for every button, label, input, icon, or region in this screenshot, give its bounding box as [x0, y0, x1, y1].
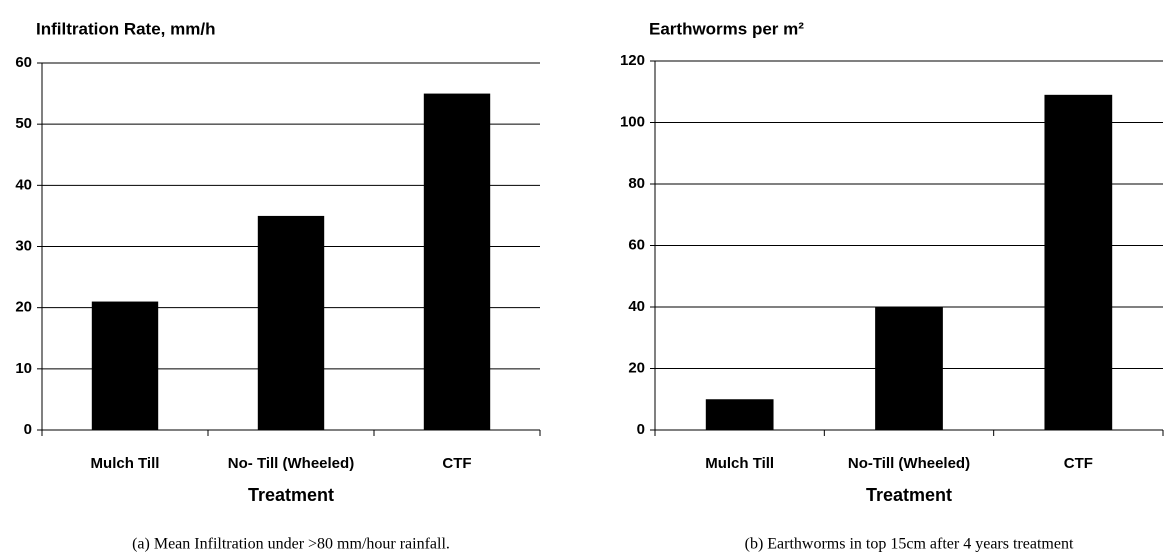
y-tick-label: 20 [628, 359, 645, 376]
y-tick-label: 60 [15, 54, 32, 71]
x-tick-label: CTF [442, 455, 471, 472]
chart-title: Infiltration Rate, mm/h [36, 19, 215, 38]
y-tick-label: 20 [15, 299, 32, 316]
y-tick-label: 60 [628, 236, 645, 253]
bar [257, 215, 325, 430]
bar [875, 307, 943, 430]
x-tick-label: Mulch Till [91, 455, 160, 472]
x-axis-label: Treatment [866, 485, 952, 505]
bar [423, 93, 491, 430]
x-tick-label: Mulch Till [705, 455, 774, 472]
y-tick-label: 50 [15, 115, 32, 132]
x-axis-label: Treatment [248, 485, 334, 505]
x-tick-label: CTF [1064, 455, 1093, 472]
bar [705, 399, 774, 430]
chart-title: Earthworms per m² [649, 19, 804, 38]
y-tick-label: 80 [628, 175, 645, 192]
y-tick-label: 10 [15, 360, 32, 377]
y-tick-label: 0 [637, 421, 645, 438]
x-tick-label: No- Till (Wheeled) [228, 455, 354, 472]
x-tick-label: No-Till (Wheeled) [848, 455, 970, 472]
caption: (a) Mean Infiltration under >80 mm/hour … [132, 536, 450, 553]
y-tick-label: 30 [15, 237, 32, 254]
y-tick-label: 120 [620, 52, 645, 69]
y-tick-label: 100 [620, 113, 645, 130]
bar [1044, 94, 1113, 430]
caption: (b) Earthworms in top 15cm after 4 years… [745, 536, 1074, 553]
bar [91, 301, 159, 430]
y-tick-label: 40 [15, 176, 32, 193]
y-tick-label: 40 [628, 298, 645, 315]
y-tick-label: 0 [24, 421, 32, 438]
